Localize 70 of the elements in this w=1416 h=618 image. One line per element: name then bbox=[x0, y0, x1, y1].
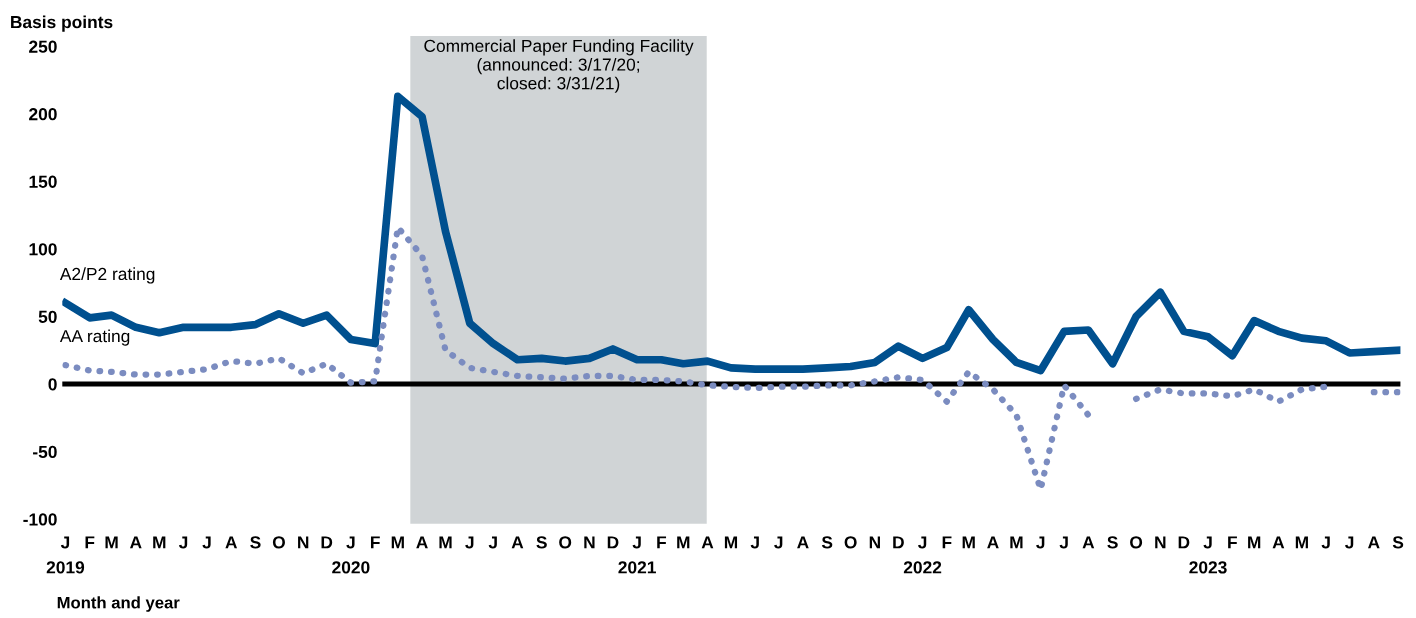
x-tick-label: A bbox=[511, 536, 524, 549]
x-tick-label: A bbox=[1082, 536, 1095, 549]
x-tick-label: N bbox=[298, 536, 309, 549]
x-tick-label: J 2021 bbox=[618, 536, 656, 574]
x-tick-label: N bbox=[584, 536, 595, 549]
series-label: A2/P2 rating bbox=[59, 267, 155, 284]
y-axis-title: Basis points bbox=[11, 15, 113, 32]
x-tick-label: N bbox=[869, 536, 880, 549]
x-tick-label: J bbox=[1345, 536, 1354, 549]
x-tick-label: N bbox=[1155, 536, 1166, 549]
x-tick-label: M bbox=[391, 536, 404, 549]
x-tick-label: M bbox=[1248, 536, 1261, 549]
x-tick-label: M bbox=[1010, 536, 1023, 549]
x-tick-label: A bbox=[797, 536, 809, 549]
y-tick-label: 150 bbox=[29, 175, 57, 188]
band-label: Commercial Paper Funding Facility (announced: 3/17/20; closed: 3/31/21) bbox=[424, 39, 694, 93]
series-label: AA rating bbox=[59, 329, 130, 346]
x-tick-label: A bbox=[225, 536, 238, 549]
x-tick-label: J 2019 bbox=[46, 536, 85, 574]
x-tick-label: M bbox=[153, 536, 166, 549]
x-tick-label: A bbox=[129, 536, 142, 549]
x-tick-label: F bbox=[1228, 536, 1237, 549]
x-tick-label: J bbox=[1321, 536, 1330, 549]
x-tick-label: D bbox=[321, 536, 333, 549]
y-tick-label: 0 bbox=[48, 378, 57, 391]
x-tick-label: A bbox=[1368, 536, 1380, 549]
x-tick-label: D bbox=[607, 536, 619, 549]
x-tick-label: A bbox=[416, 536, 428, 549]
x-tick-label: O bbox=[844, 536, 857, 549]
x-tick-label: O bbox=[272, 536, 285, 549]
x-tick-label: A bbox=[987, 536, 999, 549]
y-tick-label: -100 bbox=[23, 513, 57, 526]
x-tick-label: J 2023 bbox=[1189, 536, 1227, 574]
x-tick-label: F bbox=[657, 536, 667, 549]
x-tick-label: J bbox=[202, 536, 211, 549]
x-tick-label: F bbox=[370, 536, 380, 549]
x-axis-title: Month and year bbox=[57, 596, 180, 612]
x-tick-label: M bbox=[105, 536, 118, 549]
x-tick-label: S bbox=[250, 536, 261, 549]
x-tick-label: D bbox=[1178, 536, 1190, 549]
x-tick-label: F bbox=[85, 536, 95, 549]
x-tick-label: S bbox=[1392, 536, 1404, 549]
x-tick-label: M bbox=[1295, 536, 1308, 549]
x-tick-label: J 2022 bbox=[903, 536, 942, 574]
y-tick-label: 100 bbox=[29, 243, 57, 256]
x-tick-label: S bbox=[821, 536, 833, 549]
x-tick-label: J 2020 bbox=[332, 536, 370, 574]
x-tick-label: J bbox=[1059, 536, 1068, 549]
x-tick-label: J bbox=[774, 536, 783, 549]
x-tick-label: D bbox=[893, 536, 904, 549]
x-tick-label: M bbox=[439, 536, 452, 549]
y-tick-label: 250 bbox=[29, 40, 57, 53]
y-tick-label: 50 bbox=[38, 310, 57, 323]
x-tick-label: J bbox=[488, 536, 497, 549]
x-tick-label: A bbox=[701, 536, 714, 549]
x-tick-label: O bbox=[559, 536, 572, 549]
y-tick-label: -50 bbox=[33, 445, 57, 459]
x-tick-label: F bbox=[942, 536, 952, 549]
x-tick-label: A bbox=[1272, 536, 1285, 549]
y-tick-label: 200 bbox=[29, 108, 57, 121]
x-tick-label: M bbox=[677, 536, 690, 549]
x-tick-label: S bbox=[536, 536, 547, 549]
x-tick-label: J bbox=[1036, 536, 1045, 549]
x-tick-label: M bbox=[962, 536, 975, 549]
x-tick-label: J bbox=[465, 536, 474, 549]
x-tick-label: O bbox=[1130, 536, 1143, 549]
x-tick-label: M bbox=[724, 536, 738, 549]
x-tick-label: J bbox=[178, 536, 188, 549]
x-tick-label: S bbox=[1107, 536, 1118, 549]
x-tick-label: J bbox=[750, 536, 759, 549]
